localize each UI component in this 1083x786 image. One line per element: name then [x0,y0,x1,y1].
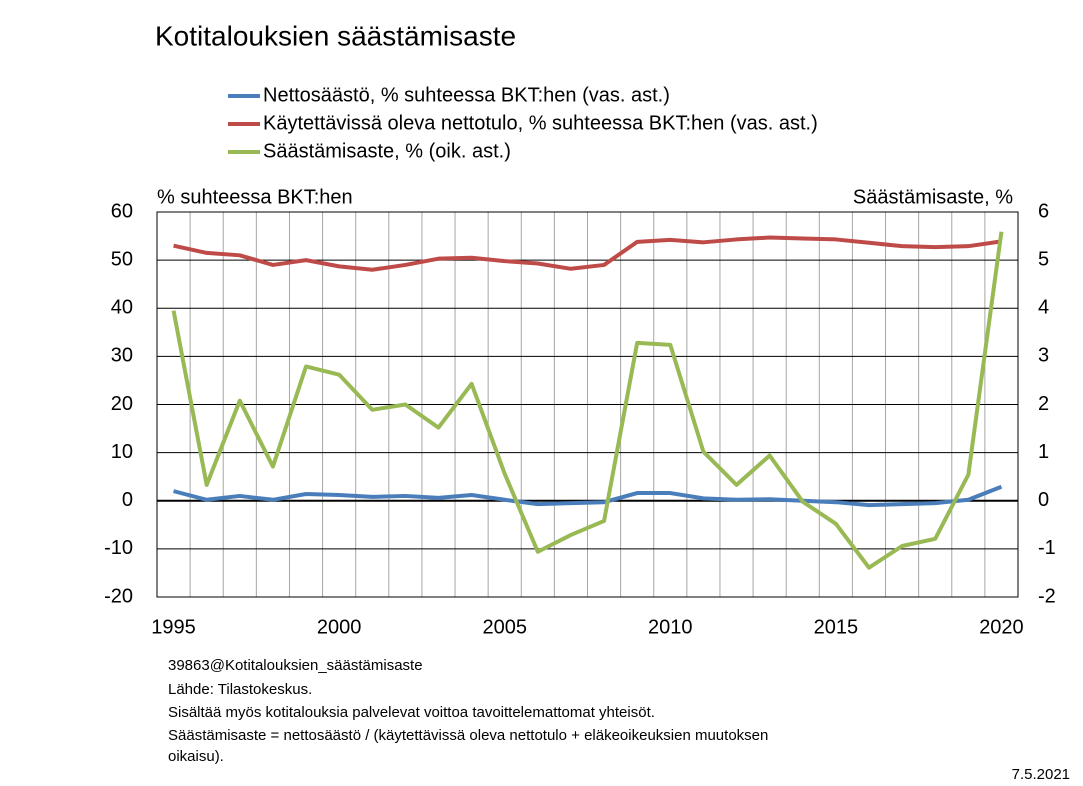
y2-axis-label: Säästämisaste, % [853,186,1013,208]
x-tick-label: 2010 [648,616,693,638]
chart-title: Kotitalouksien säästämisaste [155,20,516,51]
x-tick-label: 2015 [814,616,859,638]
legend-label: Nettosäästö, % suhteessa BKT:hen (vas. a… [263,84,670,106]
y-tick-label: 40 [111,297,133,319]
y2-tick-label: 2 [1038,393,1049,415]
y-tick-label: 50 [111,248,133,270]
x-tick-label: 2000 [317,616,362,638]
footnote: Sisältää myös kotitalouksia palvelevat v… [168,704,655,721]
y-tick-label: 20 [111,393,133,415]
legend-label: Käytettävissä oleva nettotulo, % suhtees… [263,112,818,134]
series-line [173,235,1002,272]
legend-label: Säästämisaste, % (oik. ast.) [263,140,511,162]
y2-tick-label: 6 [1038,200,1049,222]
y2-tick-label: 0 [1038,489,1049,511]
y-tick-label: 30 [111,345,133,367]
footnote: Säästämisaste = nettosäästö / (käytettäv… [168,727,768,744]
series-line [171,231,1004,570]
y-tick-label: 0 [122,489,133,511]
y-tick-label: 10 [111,441,133,463]
footnote: 39863@Kotitalouksien_säästämisaste [168,657,423,674]
y2-tick-label: 4 [1038,297,1049,319]
date: 7.5.2021 [1012,766,1070,783]
y2-tick-label: 3 [1038,345,1049,367]
x-tick-label: 2005 [482,616,527,638]
y2-tick-label: -1 [1038,537,1056,559]
y2-tick-label: 1 [1038,441,1049,463]
x-tick-label: 2020 [979,616,1024,638]
plot-border [156,211,1019,598]
y-tick-label: -10 [104,537,133,559]
y2-tick-label: -2 [1038,585,1056,607]
footnote: Lähde: Tilastokeskus. [168,681,312,698]
y-axis-label: % suhteessa BKT:hen [157,186,353,208]
y2-tick-label: 5 [1038,248,1049,270]
series-line [173,484,1003,508]
footnote: oikaisu). [168,748,224,765]
y-tick-label: -20 [104,585,133,607]
y-tick-label: 60 [111,200,133,222]
x-tick-label: 1995 [151,616,196,638]
